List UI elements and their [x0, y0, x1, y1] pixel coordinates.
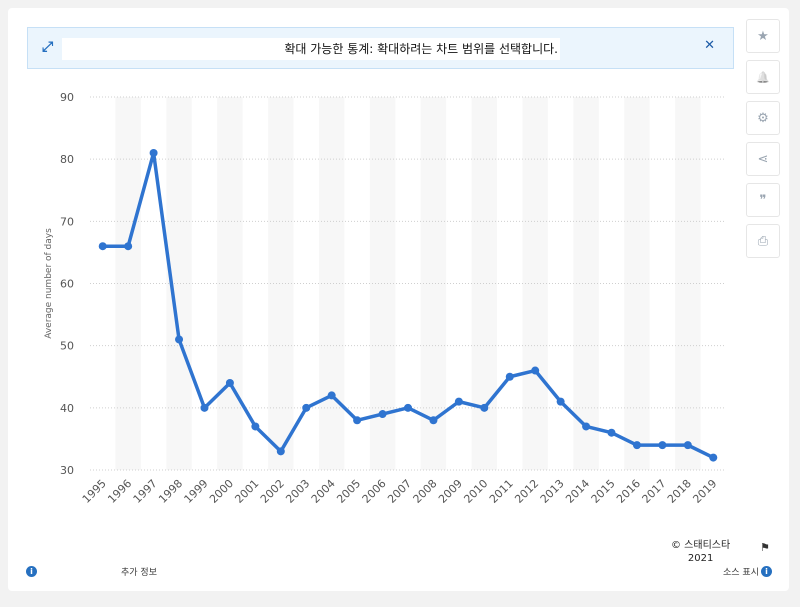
- bell-icon: 🔔: [756, 70, 770, 84]
- data-point: [607, 428, 616, 437]
- x-tick-label: 2009: [436, 477, 465, 506]
- y-tick-label: 70: [60, 215, 74, 228]
- x-tick-label: 2005: [334, 477, 363, 506]
- cite-button[interactable]: ❞: [746, 183, 780, 217]
- zoom-banner: ⤢ 확대 가능한 통계: 확대하려는 차트 범위를 선택합니다. ✕: [27, 27, 734, 69]
- x-tick-label: 2002: [258, 477, 287, 506]
- data-point: [556, 397, 565, 406]
- x-tick-label: 2010: [461, 477, 490, 506]
- x-tick-label: 1998: [156, 477, 185, 506]
- data-point: [378, 410, 387, 419]
- x-tick-label: 2015: [589, 477, 618, 506]
- settings-button[interactable]: ⚙: [746, 101, 780, 135]
- close-icon[interactable]: ✕: [704, 38, 715, 53]
- x-tick-label: 2018: [665, 477, 694, 506]
- info-icon: i: [760, 566, 772, 577]
- x-tick-label: 2014: [563, 477, 592, 506]
- share-icon: ⋖: [757, 151, 769, 167]
- more-info-label: 추가 정보: [121, 568, 157, 578]
- print-icon: ⎙: [757, 233, 769, 249]
- data-point: [480, 403, 489, 412]
- credit-year: 2021: [687, 553, 714, 564]
- band-stripe: [318, 97, 345, 470]
- y-tick-label: 30: [60, 464, 74, 477]
- band-stripe: [522, 97, 548, 470]
- x-tick-label: 1995: [80, 477, 109, 506]
- data-point: [149, 148, 158, 157]
- source-label: 소스 표시: [723, 568, 759, 578]
- gear-icon: ⚙: [757, 110, 769, 126]
- data-point: [404, 403, 412, 412]
- credit-name: © 스태티스타: [671, 540, 731, 551]
- show-source-link[interactable]: 소스 표시 i: [723, 565, 772, 578]
- data-point: [353, 416, 362, 425]
- x-tick-label: 2013: [538, 477, 567, 506]
- x-tick-label: 2001: [232, 477, 261, 506]
- data-point: [683, 441, 692, 450]
- data-point: [658, 441, 667, 450]
- expand-icon[interactable]: ⤢: [42, 39, 54, 55]
- data-point: [709, 453, 718, 462]
- x-tick-label: 2008: [411, 477, 440, 506]
- data-point: [531, 366, 540, 375]
- data-point: [276, 447, 285, 456]
- x-tick-label: 2011: [487, 477, 516, 506]
- band-stripe: [115, 97, 141, 470]
- data-point: [327, 391, 336, 400]
- data-point: [429, 416, 438, 425]
- info-icon: i: [26, 566, 37, 577]
- band-stripe: [268, 97, 294, 470]
- x-tick-label: 2004: [309, 477, 338, 506]
- data-point: [454, 397, 463, 406]
- data-point: [225, 378, 234, 387]
- band-stripe: [369, 97, 396, 470]
- x-tick-label: 1999: [182, 477, 211, 506]
- share-button[interactable]: ⋖: [746, 142, 780, 176]
- x-tick-label: 2006: [360, 477, 389, 506]
- data-point: [251, 422, 260, 431]
- data-point: [582, 422, 591, 431]
- more-info-link[interactable]: i 추가 정보: [26, 565, 157, 578]
- print-button[interactable]: ⎙: [746, 224, 780, 258]
- series-line: [100, 151, 716, 460]
- star-icon: ★: [757, 28, 769, 44]
- x-tick-label: 2007: [385, 477, 414, 506]
- statista-credit[interactable]: © 스태티스타 2021: [671, 539, 730, 565]
- y-tick-label: 40: [60, 402, 74, 415]
- band-stripe: [217, 97, 243, 470]
- data-point: [302, 403, 311, 412]
- bookmark-button[interactable]: ★: [746, 19, 780, 53]
- chart-toolbar: ★ 🔔 ⚙ ⋖ ❞ ⎙: [746, 19, 780, 265]
- quote-icon: ❞: [759, 192, 767, 208]
- notification-button[interactable]: 🔔: [746, 60, 780, 94]
- x-tick-label: 2019: [690, 477, 719, 506]
- data-point: [505, 372, 514, 381]
- zoom-banner-message: 확대 가능한 통계: 확대하려는 차트 범위를 선택합니다.: [62, 38, 560, 60]
- band-stripe: [471, 97, 498, 470]
- data-point: [98, 242, 107, 251]
- data-point: [632, 441, 641, 450]
- y-tick-label: 90: [60, 91, 74, 104]
- data-point: [175, 335, 184, 344]
- x-tick-label: 1997: [131, 477, 160, 506]
- y-tick-label: 60: [60, 278, 74, 291]
- x-tick-label: 1996: [105, 477, 134, 506]
- flag-icon[interactable]: ⚑: [760, 541, 770, 554]
- data-point: [200, 403, 209, 412]
- x-tick-label: 2017: [640, 477, 669, 506]
- y-tick-label: 80: [60, 153, 74, 166]
- data-point: [124, 242, 133, 251]
- y-tick-label: 50: [60, 340, 74, 353]
- x-tick-label: 2003: [283, 477, 312, 506]
- x-tick-label: 2012: [512, 477, 541, 506]
- x-tick-label: 2000: [207, 477, 236, 506]
- y-axis-title: Average number of days: [44, 228, 54, 339]
- x-tick-label: 2016: [614, 477, 643, 506]
